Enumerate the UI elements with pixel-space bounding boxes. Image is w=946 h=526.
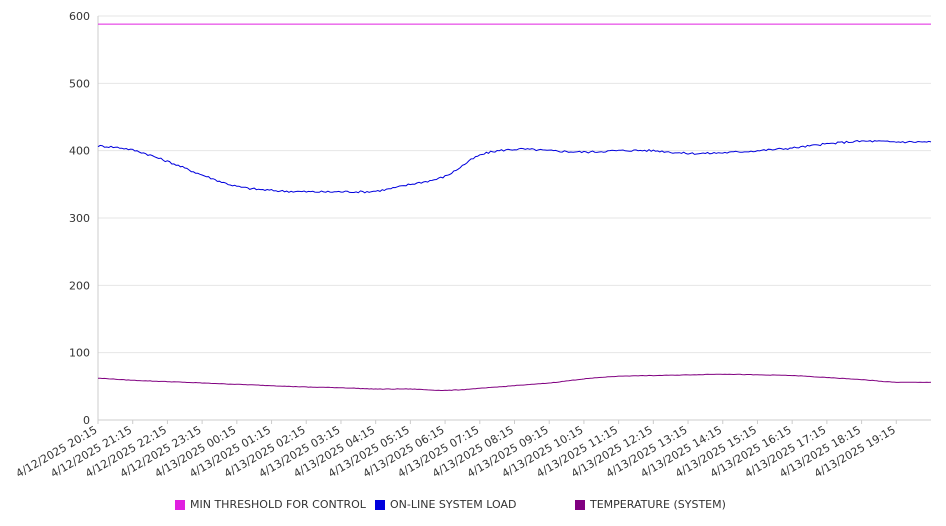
legend-swatch xyxy=(175,499,185,510)
legend-label: ON-LINE SYSTEM LOAD xyxy=(390,498,517,511)
series-lines xyxy=(97,23,932,391)
y-tick-label: 500 xyxy=(69,77,90,90)
y-tick-label: 0 xyxy=(83,414,90,427)
y-axis-ticks: 0 100 200 300 400 500 600 xyxy=(69,10,90,427)
x-axis-ticks: 4/12/2025 20:154/12/2025 21:154/12/2025 … xyxy=(14,420,898,480)
legend-item-temperature[interactable]: TEMPERATURE (SYSTEM) xyxy=(575,498,726,511)
legend-label: MIN THRESHOLD FOR CONTROL xyxy=(190,498,366,511)
y-tick-label: 600 xyxy=(69,10,90,23)
y-tick-label: 100 xyxy=(69,347,90,360)
y-tick-label: 400 xyxy=(69,145,90,158)
legend-label: TEMPERATURE (SYSTEM) xyxy=(590,498,726,511)
legend: MIN THRESHOLD FOR CONTROL ON-LINE SYSTEM… xyxy=(0,498,946,514)
legend-swatch xyxy=(575,499,585,510)
series-temperature xyxy=(97,373,932,391)
legend-swatch xyxy=(375,499,385,510)
y-tick-label: 200 xyxy=(69,279,90,292)
y-tick-label: 300 xyxy=(69,212,90,225)
gridlines xyxy=(98,15,931,421)
series-system-load xyxy=(97,139,932,194)
legend-item-min-threshold[interactable]: MIN THRESHOLD FOR CONTROL xyxy=(175,498,366,511)
legend-item-system-load[interactable]: ON-LINE SYSTEM LOAD xyxy=(375,498,516,511)
